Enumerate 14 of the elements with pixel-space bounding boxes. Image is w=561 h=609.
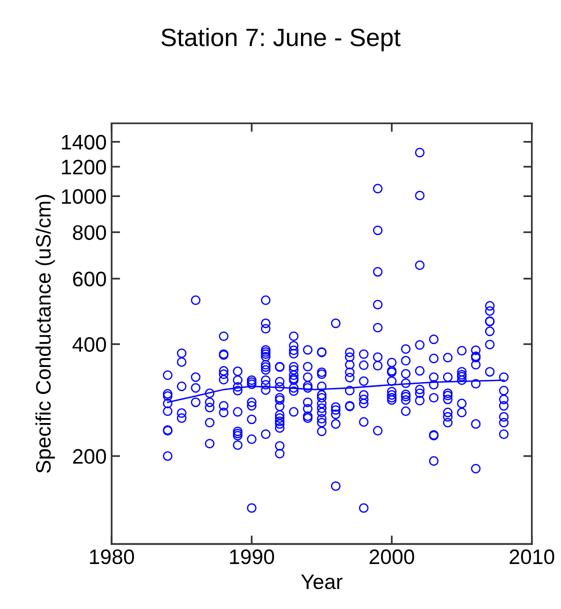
y-tick-label: 200	[73, 449, 106, 464]
x-tick-label: 1980	[90, 549, 134, 564]
y-tick-label: 1400	[62, 134, 106, 150]
x-tick-label: 2010	[510, 549, 554, 564]
y-tick-label: 600	[73, 272, 106, 286]
y-axis-title: Specific Conductance (uS/cm)	[35, 194, 55, 473]
x-tick-label: 2000	[370, 549, 414, 564]
y-tick-label: 1200	[62, 160, 106, 174]
y-tick-label: 1000	[62, 189, 106, 204]
x-axis-title: Year	[301, 574, 342, 590]
y-tick-label: 400	[72, 337, 106, 352]
x-tick-label: 1990	[230, 549, 274, 564]
y-tick-label: 800	[72, 225, 106, 240]
chart-title: Station 7: June - Sept	[161, 28, 401, 52]
